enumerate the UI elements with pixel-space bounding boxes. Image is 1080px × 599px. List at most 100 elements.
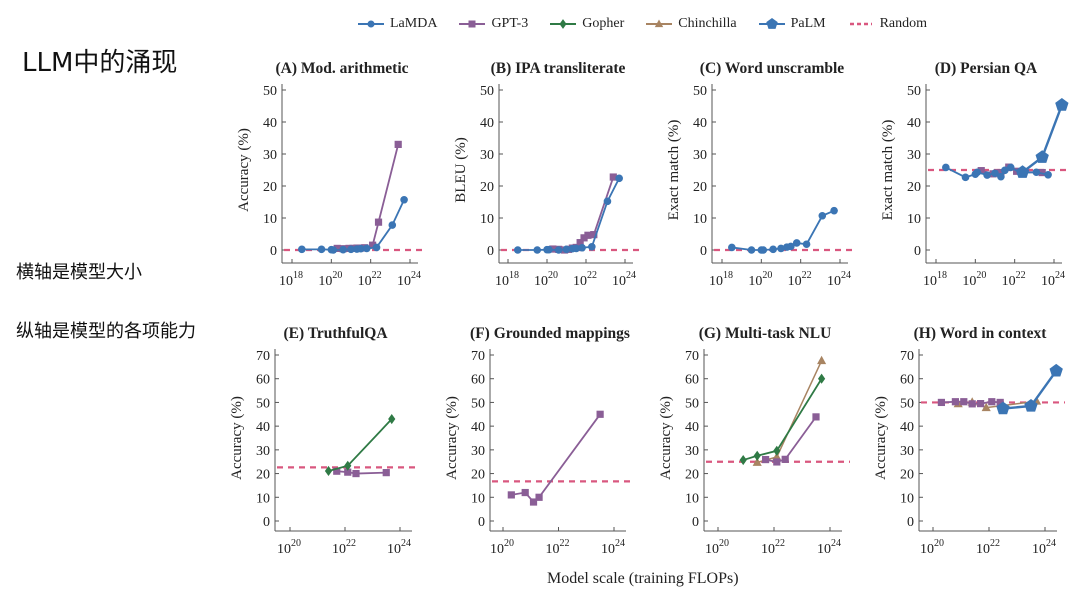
data-point-lamda <box>792 239 801 247</box>
data-point-palm <box>996 401 1010 415</box>
legend-item-gpt-3: GPT-3 <box>459 16 528 32</box>
panel-title: (C) Word unscramble <box>700 60 845 77</box>
data-point-lamda <box>588 243 596 251</box>
y-tick-label: 40 <box>480 116 494 131</box>
series-gpt-3 <box>937 398 1004 408</box>
data-point-gpt-3 <box>609 173 617 181</box>
x-tick-label: 1024 <box>601 538 625 557</box>
legend-label: PaLM <box>790 16 826 31</box>
y-tick-label: 50 <box>693 84 707 99</box>
y-axis-label: Accuracy (%) <box>229 396 245 480</box>
data-point-gopher <box>324 465 333 477</box>
series-line-gopher <box>742 378 823 461</box>
data-point-lamda <box>615 174 623 183</box>
data-point-lamda <box>769 245 777 254</box>
panel-title: (H) Word in context <box>914 325 1048 342</box>
x-tick-label: 1020 <box>534 270 558 289</box>
data-point-palm <box>1049 363 1063 377</box>
data-point-gpt-3 <box>596 410 604 418</box>
legend-label: Random <box>879 16 928 31</box>
y-tick-label: 70 <box>471 349 485 364</box>
y-axis-label: Exact match (%) <box>880 120 896 221</box>
y-tick-label: 10 <box>685 491 699 506</box>
y-tick-label: 40 <box>693 116 707 131</box>
data-point-lamda <box>1044 171 1052 179</box>
y-tick-label: 30 <box>900 444 914 459</box>
legend: LaMDA GPT-3 Gopher Chinchilla PaLM Random <box>358 12 949 36</box>
data-point-gpt-3 <box>968 400 976 408</box>
legend-marker <box>765 18 778 29</box>
data-point-gpt-3 <box>352 469 360 478</box>
panel-title: (D) Persian QA <box>935 60 1038 77</box>
legend-label: GPT-3 <box>491 16 529 31</box>
data-point-gpt-3 <box>369 241 377 249</box>
y-tick-label: 20 <box>907 180 921 195</box>
data-point-lamda <box>759 246 768 254</box>
legend-swatch-dashed-icon <box>849 22 872 26</box>
x-tick-label: 1018 <box>495 270 519 289</box>
series-line-lamda <box>517 177 620 251</box>
legend-swatch-triangle-icon <box>646 19 673 28</box>
y-tick-label: 60 <box>256 373 270 388</box>
data-point-lamda <box>562 245 571 254</box>
data-point-gpt-3 <box>977 400 985 408</box>
x-tick-label: 1020 <box>962 270 986 289</box>
data-point-gpt-3 <box>535 493 543 501</box>
data-point-gpt-3 <box>580 234 588 242</box>
legend-marker <box>468 20 476 28</box>
panel-title: (G) Multi-task NLU <box>699 325 832 342</box>
data-point-chinchilla <box>817 355 827 365</box>
data-point-lamda <box>578 243 586 252</box>
series-gopher <box>324 413 396 477</box>
legend-label: Gopher <box>582 16 625 31</box>
data-point-gpt-3 <box>781 455 789 463</box>
legend-label: LaMDA <box>390 16 438 31</box>
data-point-gpt-3 <box>951 398 959 406</box>
legend-marker <box>655 19 664 28</box>
y-tick-label: 20 <box>471 468 485 483</box>
data-point-lamda <box>513 246 522 254</box>
data-point-gpt-3 <box>333 467 341 475</box>
data-point-gpt-3 <box>521 488 529 497</box>
legend-swatch-circle-icon <box>358 20 384 28</box>
x-tick-label: 1022 <box>358 270 382 289</box>
x-tick-label: 1020 <box>490 538 514 557</box>
data-point-gpt-3 <box>576 239 584 247</box>
data-point-lamda <box>545 245 553 254</box>
data-point-lamda <box>317 245 326 254</box>
data-point-gpt-3 <box>762 455 770 464</box>
data-point-chinchilla <box>981 402 991 412</box>
data-point-gopher <box>344 460 352 471</box>
x-tick-label: 1020 <box>748 270 772 289</box>
y-tick-label: 50 <box>256 396 270 411</box>
y-tick-label: 50 <box>471 396 485 411</box>
data-point-lamda <box>572 244 581 253</box>
y-tick-label: 40 <box>263 116 277 131</box>
data-point-lamda <box>942 163 950 172</box>
y-tick-label: 30 <box>480 148 494 163</box>
x-tick-label: 1022 <box>761 538 785 557</box>
data-point-lamda <box>997 172 1005 181</box>
y-axis-label: Accuracy (%) <box>873 396 889 480</box>
y-tick-label: 40 <box>256 420 270 435</box>
x-tick-label: 1024 <box>1032 538 1056 557</box>
series-gpt-3 <box>333 467 390 478</box>
y-tick-label: 0 <box>914 244 921 259</box>
data-point-gopher <box>818 373 826 384</box>
legend-item-palm: PaLM <box>758 16 826 32</box>
y-axis-note: 纵轴是模型的各项能力 <box>16 321 196 342</box>
y-tick-label: 50 <box>480 84 494 99</box>
y-tick-label: 10 <box>900 491 914 506</box>
y-axis-label: Accuracy (%) <box>444 396 460 480</box>
y-tick-label: 0 <box>270 244 277 259</box>
y-tick-label: 50 <box>685 396 699 411</box>
series-line-gpt-3 <box>337 144 400 250</box>
series-gpt-3 <box>333 140 402 253</box>
legend-marker <box>367 20 375 28</box>
x-tick-label: 1022 <box>788 270 812 289</box>
data-point-gpt-3 <box>529 498 538 506</box>
data-point-lamda <box>1032 168 1041 177</box>
x-tick-label: 1020 <box>318 270 342 289</box>
